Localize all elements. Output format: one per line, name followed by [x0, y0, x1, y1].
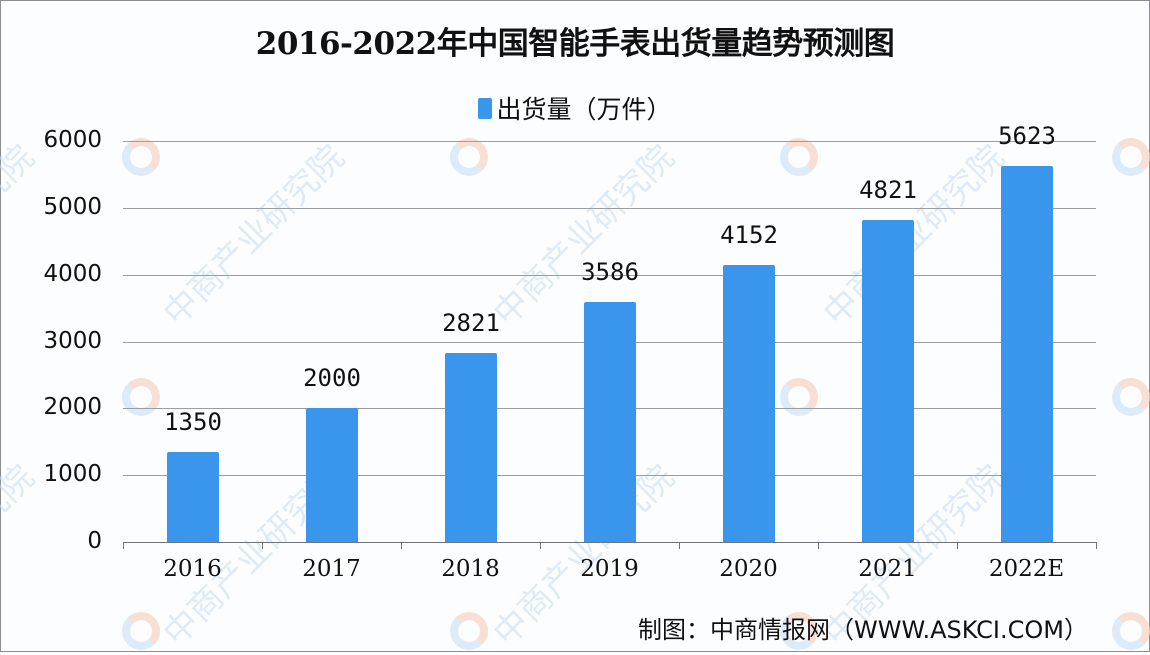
bar-2022E [1001, 166, 1053, 542]
y-tick-label: 4000 [43, 261, 102, 287]
bar-value-label: 5623 [998, 122, 1056, 150]
bar-2018 [445, 353, 497, 542]
gridline [123, 275, 1096, 276]
chart-title: 2016-2022年中国智能手表出货量趋势预测图 [255, 26, 895, 62]
x-tick-label: 2021 [858, 556, 917, 582]
x-tick-mark [540, 542, 541, 549]
bar-2020 [723, 265, 775, 542]
bar-2021 [862, 220, 914, 542]
legend: 出货量（万件） [0, 90, 1150, 126]
x-tick-mark [262, 542, 263, 549]
x-tick-mark [401, 542, 402, 549]
x-tick-mark [818, 542, 819, 549]
x-tick-label: 2022E [988, 556, 1065, 582]
bar-value-label: 2821 [442, 309, 500, 337]
x-tick-label: 2016 [163, 556, 222, 582]
bar-value-label: 1350 [164, 408, 222, 436]
y-tick-label: 0 [87, 528, 102, 554]
x-tick-label: 2019 [580, 556, 639, 582]
x-tick-mark [1096, 542, 1097, 549]
bar-value-label: 4152 [720, 221, 778, 249]
x-tick-label: 2018 [441, 556, 500, 582]
legend-label: 出货量（万件） [496, 95, 672, 124]
bar-2017 [306, 408, 358, 542]
x-tick-label: 2017 [302, 556, 361, 582]
gridline [123, 208, 1096, 209]
x-axis-line [123, 542, 1096, 543]
y-tick-label: 3000 [43, 328, 102, 354]
y-tick-label: 5000 [43, 194, 102, 220]
y-tick-label: 2000 [43, 394, 102, 420]
bar-value-label: 3586 [581, 258, 639, 286]
y-tick-label: 1000 [43, 461, 102, 487]
bar-value-label: 4821 [859, 176, 917, 204]
x-tick-mark [123, 542, 124, 549]
x-tick-mark [679, 542, 680, 549]
y-tick-label: 6000 [43, 127, 102, 153]
legend-swatch [478, 97, 493, 119]
gridline [123, 141, 1096, 142]
x-tick-mark [957, 542, 958, 549]
bar-value-label: 2000 [303, 364, 361, 392]
source-note: 制图：中商情报网（WWW.ASKCI.COM） [638, 616, 1088, 644]
x-tick-label: 2020 [719, 556, 778, 582]
bar-2019 [584, 302, 636, 542]
bar-2016 [167, 452, 219, 542]
